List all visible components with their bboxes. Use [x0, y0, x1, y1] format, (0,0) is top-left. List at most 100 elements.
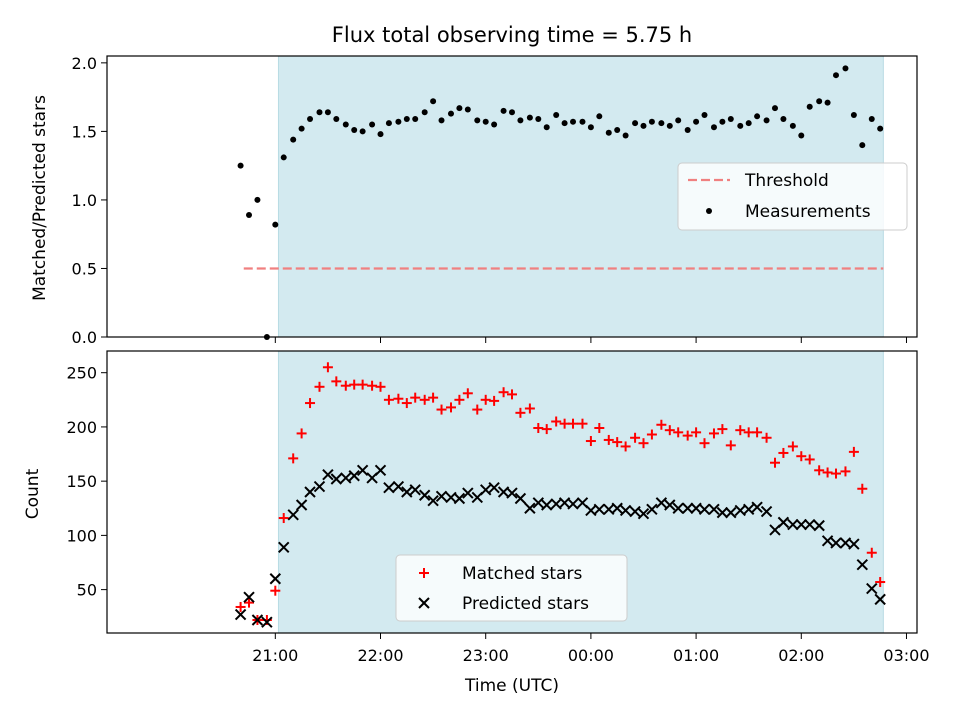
- measurement-point: [622, 132, 629, 139]
- x-tick-label: 02:00: [778, 646, 824, 665]
- measurement-point: [701, 111, 708, 118]
- cross-stroke: [418, 489, 431, 501]
- matched-star-point: [664, 425, 675, 436]
- predicted-star-point: [567, 498, 579, 510]
- y-tick-label: 0.0: [72, 328, 97, 347]
- measurement-point: [543, 124, 550, 131]
- matched-star-point: [752, 427, 763, 438]
- cross-stroke: [821, 535, 834, 547]
- predicted-star-point: [681, 502, 694, 514]
- cross-stroke: [524, 502, 536, 514]
- measurement-point: [824, 99, 831, 106]
- predicted-star-point: [348, 470, 360, 482]
- predicted-star-point: [821, 535, 834, 547]
- matched-star-point: [235, 601, 246, 612]
- predicted-star-point: [856, 558, 869, 571]
- measurement-point: [632, 120, 639, 127]
- legend-predicted-swatch: [418, 597, 430, 609]
- measurement-point: [377, 131, 384, 138]
- cross-stroke: [550, 498, 562, 510]
- chart-title: Flux total observing time = 5.75 h: [332, 23, 692, 47]
- measurement-point: [596, 113, 603, 120]
- cross-stroke: [567, 498, 579, 510]
- measurement-point: [290, 136, 297, 143]
- measurement-point: [763, 117, 770, 124]
- measurement-point: [806, 103, 813, 110]
- legend-matched-label: Matched stars: [462, 564, 582, 584]
- measurement-point: [385, 120, 392, 127]
- predicted-star-point: [725, 506, 737, 519]
- predicted-star-point: [760, 505, 773, 518]
- cross-stroke: [672, 502, 684, 514]
- predicted-star-point: [866, 582, 878, 595]
- matched-star-point: [673, 427, 684, 438]
- measurement-point: [403, 116, 410, 123]
- measurement-point: [430, 98, 437, 105]
- cross-stroke: [234, 608, 247, 621]
- measurement-point: [877, 125, 884, 132]
- predicted-star-point: [488, 481, 500, 494]
- cross-stroke: [813, 519, 825, 532]
- matched-star-point: [445, 402, 456, 413]
- matched-star-point: [419, 394, 430, 405]
- matched-star-point: [551, 416, 562, 427]
- count-panel: 50 100 150 200 250 21:00 22:00 23:00 00:00 01:00 0…: [66, 350, 930, 665]
- cross-stroke: [629, 505, 641, 518]
- matched-star-point: [682, 430, 693, 441]
- predicted-star-point: [392, 480, 405, 493]
- measurement-point: [333, 116, 340, 123]
- measurement-point: [850, 111, 857, 118]
- matched-star-point: [638, 438, 649, 449]
- ratio-panel: 0.0 0.5 1.0 1.5 2.0 Threshold Measurements: [72, 54, 918, 347]
- predicted-star-point: [708, 503, 720, 516]
- predicted-star-point: [532, 497, 545, 509]
- matched-star-point: [305, 398, 316, 409]
- predicted-star-point: [524, 502, 536, 514]
- predicted-star-point: [874, 593, 886, 606]
- y-tick-label: 50: [77, 581, 97, 600]
- matched-star-point: [498, 387, 509, 398]
- cross-stroke: [698, 503, 711, 516]
- matched-star-point: [778, 447, 789, 458]
- predicted-star-point: [453, 492, 466, 505]
- measurement-point: [324, 109, 331, 116]
- cross-stroke: [506, 487, 518, 499]
- cross-stroke: [655, 497, 668, 509]
- measurement-point: [754, 113, 761, 120]
- measurement-point: [553, 111, 560, 118]
- legend-predicted-label: Predicted stars: [462, 594, 589, 614]
- measurement-point: [710, 124, 717, 131]
- cross-stroke: [646, 503, 658, 516]
- matched-star-point: [454, 394, 465, 405]
- matched-star-point: [436, 404, 447, 415]
- predicted-star-point: [251, 614, 264, 626]
- measurement-point: [605, 129, 612, 136]
- y-tick-label: 1.0: [72, 191, 97, 210]
- measurement-point: [798, 132, 805, 139]
- matched-star-point: [594, 423, 605, 434]
- cross-stroke: [322, 468, 334, 481]
- cross-stroke: [777, 516, 790, 529]
- predicted-star-point: [401, 486, 413, 498]
- x-tick-label: 03:00: [883, 646, 929, 665]
- matched-star-point: [822, 467, 833, 478]
- cross-stroke: [708, 503, 720, 516]
- cross-stroke: [401, 486, 413, 498]
- matched-star-point: [585, 436, 596, 447]
- y-tick-label: 250: [66, 364, 97, 383]
- cross-stroke: [848, 538, 860, 550]
- cross-stroke: [435, 490, 448, 503]
- predicted-star-point: [795, 518, 807, 531]
- count-legend: [395, 554, 628, 622]
- predicted-star-point: [698, 503, 711, 516]
- measurement-point: [254, 196, 261, 203]
- cross-stroke: [251, 614, 264, 626]
- predicted-star-point: [427, 494, 439, 507]
- measurement-point: [771, 105, 778, 112]
- predicted-star-point: [261, 616, 273, 628]
- matched-star-point: [314, 381, 325, 392]
- predicted-star-point: [374, 464, 387, 477]
- cross-stroke: [619, 504, 632, 517]
- matched-star-point: [857, 483, 868, 494]
- predicted-star-point: [813, 519, 825, 532]
